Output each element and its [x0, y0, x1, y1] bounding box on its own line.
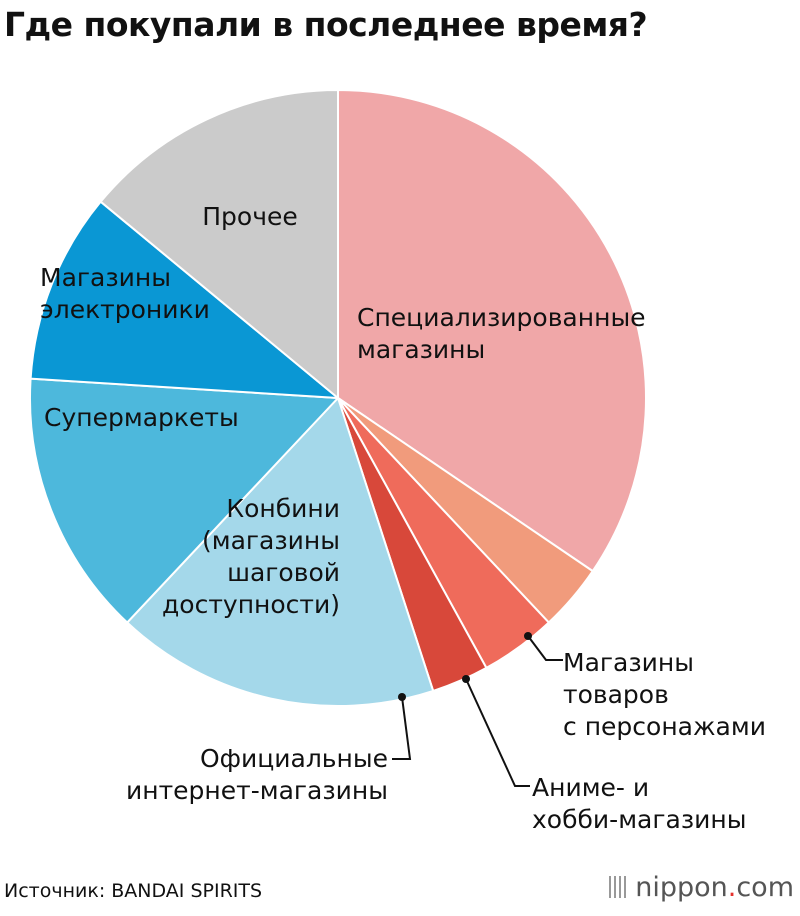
slice-label-specialized: Специализированные магазины [357, 303, 646, 364]
source-note: Источник: BANDAI SPIRITS [4, 880, 263, 902]
pie-slice-konbini [126, 397, 435, 707]
leader-line-character [527, 635, 563, 661]
leader-dot-online [398, 693, 406, 701]
slice-label-supermarkets: Супермаркеты [44, 403, 239, 432]
slice-label-character: Магазины товаров с персонажами [563, 648, 766, 741]
slice-label-other: Прочее [202, 202, 298, 231]
slice-label-konbini: Конбини (магазины шаговой доступности) [162, 494, 340, 619]
slice-label-online: Официальные интернет-магазины [126, 744, 388, 805]
leader-dot-anime [462, 675, 470, 683]
leader-dot-character [524, 632, 532, 640]
pie-slice-supermarkets [29, 377, 339, 624]
chart-title: Где покупали в последнее время? [4, 5, 648, 44]
nippon-bars-icon [609, 876, 628, 898]
pie-slice-electronics [29, 200, 339, 399]
leader-line-anime [465, 678, 530, 787]
brand-name: nippon [635, 872, 728, 903]
leader-line-online [392, 696, 412, 760]
brand-dot: . [727, 872, 737, 903]
pie-slice-specialized [337, 89, 647, 573]
slice-label-anime: Аниме- и хобби-магазины [532, 773, 746, 834]
pie-slice-other [99, 89, 339, 399]
brand-suffix: com [736, 872, 794, 903]
nippon-logo[interactable]: nippon.com [609, 872, 794, 903]
slice-label-electronics: Магазины электроники [40, 263, 210, 324]
